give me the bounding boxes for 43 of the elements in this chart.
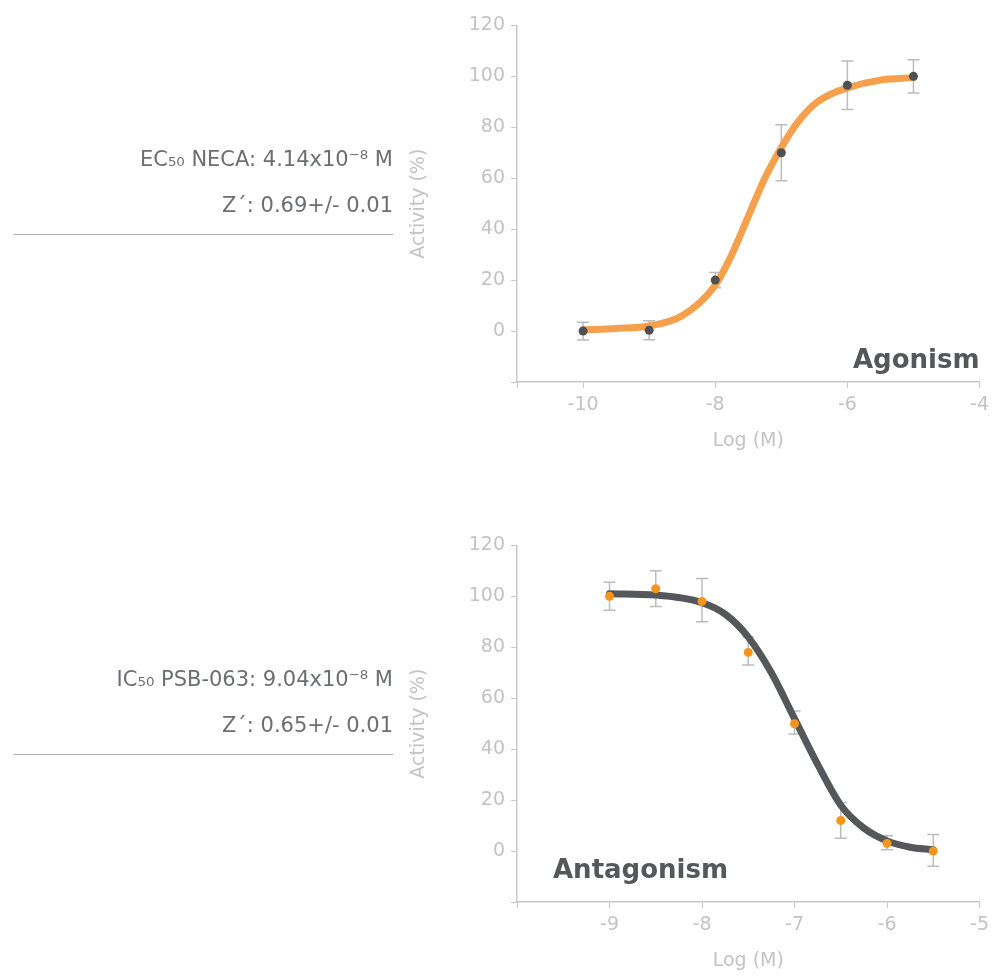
y-tick-label: 100 [468,63,505,86]
text: Z´: 0.65+/- 0.01 [220,712,393,739]
x-tick-label: -10 [567,392,599,415]
point [842,80,852,90]
point [743,647,753,657]
x-tick-label: -8 [692,912,712,935]
x-tick-label: -5 [970,912,989,935]
point [651,584,661,594]
text: Antagonism [553,854,729,884]
x-tick-label: -6 [877,912,897,935]
y-tick-label: 120 [468,532,505,555]
point [908,71,918,81]
x-axis-title: Log (M) [712,427,784,450]
y-tick-label: 40 [480,736,505,759]
text: IC₅₀ PSB-063: 9.04x10⁻⁸ M [115,666,393,693]
y-tick-label: 60 [480,165,505,188]
point [697,596,707,606]
y-tick-label: 80 [480,634,505,657]
y-tick-label: 0 [492,317,505,340]
point [605,591,615,601]
y-axis-title: Activity (%) [406,148,429,259]
x-tick-label: -7 [785,912,804,935]
text: EC₅₀ NECA: 4.14x10⁻⁸ M [138,146,393,173]
y-tick-label: 100 [468,583,505,606]
y-tick-label: 120 [468,12,505,35]
y-tick-label: 0 [492,837,505,860]
point [790,719,800,729]
x-tick-label: -4 [970,392,989,415]
y-tick-label: 20 [480,267,505,290]
x-tick-label: -9 [600,912,619,935]
y-tick-label: 60 [480,685,505,708]
text: Agonism [852,344,980,374]
x-tick-label: -8 [705,392,725,415]
y-tick-label: 80 [480,114,505,137]
point [928,846,938,856]
y-tick-label: 40 [480,216,505,239]
y-tick-label: 20 [480,787,505,810]
point [776,148,786,158]
x-tick-label: -6 [837,392,857,415]
text: Z´: 0.69+/- 0.01 [220,192,393,219]
y-axis-title: Activity (%) [406,668,429,779]
x-axis-title: Log (M) [712,947,784,970]
point [836,815,846,825]
